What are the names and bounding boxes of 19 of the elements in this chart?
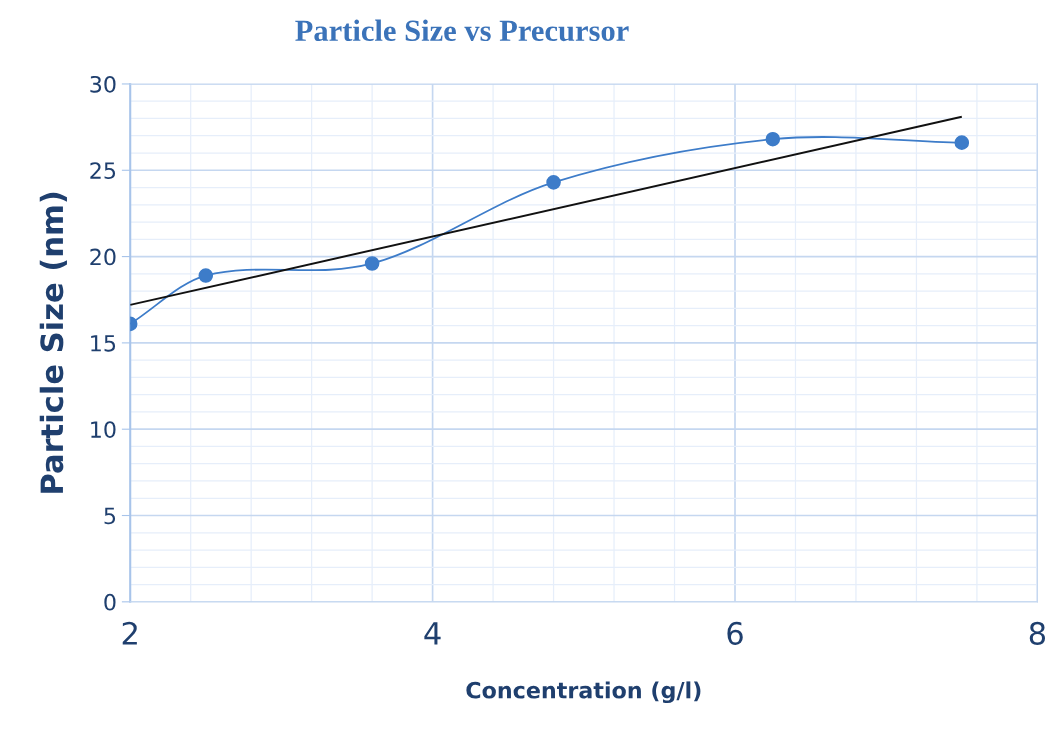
y-tick-label: 5 [104,507,116,525]
x-tick-label: 6 [727,621,743,645]
point [765,131,781,147]
point [546,175,561,190]
y-tick-label: 30 [90,75,116,93]
point [198,268,214,283]
point [954,135,970,150]
x-tick-label: 4 [424,622,441,645]
x-axis-title: Concentration (g/l) [466,681,701,704]
y-axis-title: Particle Size (nm) [39,192,67,493]
x-tick-label: 2 [122,621,137,645]
y-tick-label: 10 [91,421,116,438]
y-tick-label: 20 [90,248,116,266]
y-tick-label: 0 [104,593,116,611]
point [364,256,380,271]
x-tick-label: 8 [1029,621,1046,645]
chart-title: Particle Size vs Precursor [295,19,629,42]
y-tick-label: 25 [90,162,116,180]
y-tick-label: 15 [91,335,116,352]
